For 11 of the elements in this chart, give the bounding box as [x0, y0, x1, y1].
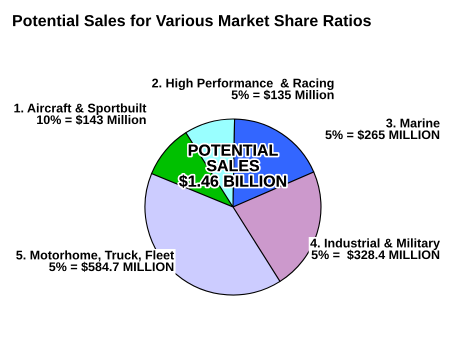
- slice-label: 2. High Performance & Racing: [152, 78, 334, 90]
- data-label: 5% = $328.4 MILLION: [312, 250, 440, 260]
- data-label: 5% = $135 Million: [232, 90, 334, 100]
- data-label: 10% = $143 Million: [37, 114, 146, 125]
- slice-label: 5. Motorhome, Truck, Fleet: [16, 250, 174, 262]
- chart-title: Potential Sales for Various Market Share Ratios: [13, 14, 371, 26]
- slice-label: 4. Industrial & Military: [310, 238, 440, 250]
- data-label: 5% = $584.7 MILLION: [49, 262, 174, 272]
- slice-label: 3. Marine: [386, 118, 440, 128]
- slice-label: 1. Aircraft & Sportbuilt: [14, 103, 146, 115]
- data-label: 5% = $265 MILLION: [325, 130, 440, 140]
